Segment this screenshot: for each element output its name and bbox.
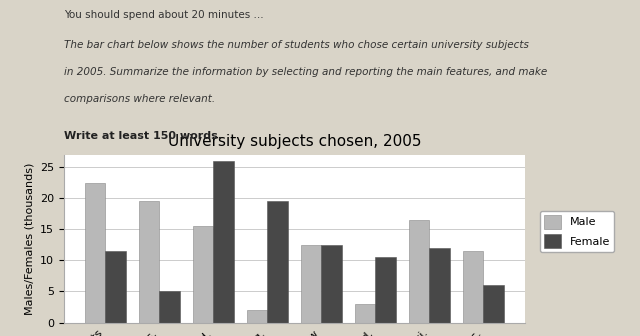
Bar [247, 310, 268, 323]
Bar [483, 285, 504, 323]
Bar [268, 201, 288, 323]
Bar [213, 161, 234, 323]
Bar [409, 220, 429, 323]
Text: Write at least 150 words.: Write at least 150 words. [64, 131, 222, 141]
Bar [106, 251, 126, 323]
Text: The bar chart below shows the number of students who chose certain university su: The bar chart below shows the number of … [64, 40, 529, 50]
Bar [159, 291, 180, 323]
Legend: Male, Female: Male, Female [540, 211, 614, 252]
Bar [376, 257, 396, 323]
Bar [301, 245, 321, 323]
Text: You should spend about 20 minutes ...: You should spend about 20 minutes ... [64, 10, 264, 20]
Bar [355, 304, 376, 323]
Y-axis label: Males/Females (thousands): Males/Females (thousands) [24, 162, 35, 315]
Bar [193, 226, 213, 323]
Bar [139, 201, 159, 323]
Text: in 2005. Summarize the information by selecting and reporting the main features,: in 2005. Summarize the information by se… [64, 67, 547, 77]
Bar [85, 182, 106, 323]
Bar [321, 245, 342, 323]
Bar [429, 248, 450, 323]
Title: University subjects chosen, 2005: University subjects chosen, 2005 [168, 134, 421, 149]
Bar [463, 251, 483, 323]
Text: comparisons where relevant.: comparisons where relevant. [64, 94, 215, 104]
